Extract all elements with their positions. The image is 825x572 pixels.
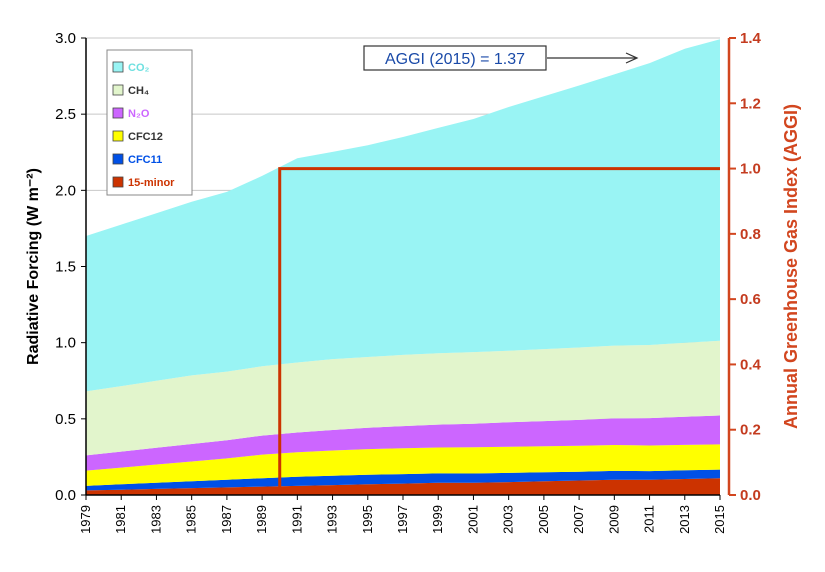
right-tick-label: 1.2 bbox=[740, 95, 761, 112]
right-tick-label: 0.4 bbox=[740, 356, 762, 373]
area-series-1 bbox=[86, 469, 720, 491]
y-axis-title: Radiative Forcing (W m⁻²) bbox=[25, 168, 42, 365]
area-series-3 bbox=[86, 415, 720, 471]
x-tick-label: 1993 bbox=[325, 505, 340, 534]
aggi-annotation-box bbox=[363, 45, 547, 71]
y2-axis-title: Annual Greenhouse Gas Index (AGGI) bbox=[781, 104, 801, 429]
legend-label-4: CFC11 bbox=[128, 154, 162, 166]
right-tick-label: 0.0 bbox=[740, 487, 761, 504]
x-tick-label: 2013 bbox=[677, 505, 692, 534]
legend-label-0: CO₂ bbox=[128, 62, 150, 74]
x-tick-label: 2009 bbox=[606, 505, 621, 534]
left-tick-label: 1.5 bbox=[55, 259, 76, 276]
aggi-step-line bbox=[278, 167, 720, 495]
x-tick-label: 1987 bbox=[219, 505, 234, 534]
x-tick-label: 2015 bbox=[712, 505, 727, 534]
x-tick-label: 1979 bbox=[78, 505, 93, 534]
legend-swatch bbox=[112, 130, 124, 142]
annotation-arrow-head bbox=[625, 52, 639, 64]
area-series-0 bbox=[86, 478, 720, 495]
x-tick-label: 2003 bbox=[501, 505, 516, 534]
x-tick-label: 1997 bbox=[395, 505, 410, 534]
right-tick-label: 0.2 bbox=[740, 422, 761, 439]
legend-label-2: N₂O bbox=[128, 108, 150, 120]
x-tick-label: 1981 bbox=[113, 505, 128, 534]
legend-swatch bbox=[112, 153, 124, 165]
x-tick-label: 2007 bbox=[571, 505, 586, 534]
aggi-annotation-text: AGGI (2015) = 1.37 bbox=[385, 51, 525, 68]
left-tick-label: 2.5 bbox=[55, 106, 76, 123]
left-tick-label: 2.0 bbox=[55, 182, 76, 199]
legend-label-5: 15-minor bbox=[128, 177, 175, 189]
right-tick-label: 1.4 bbox=[740, 30, 762, 47]
right-tick-label: 0.6 bbox=[740, 291, 761, 308]
left-tick-label: 0.5 bbox=[55, 411, 76, 428]
x-tick-label: 2005 bbox=[536, 505, 551, 534]
legend-label-3: CFC12 bbox=[128, 131, 163, 143]
x-tick-label: 1983 bbox=[148, 505, 163, 534]
area-series-2 bbox=[86, 444, 720, 486]
area-series-4 bbox=[86, 340, 720, 456]
left-tick-label: 3.0 bbox=[55, 30, 76, 47]
legend-swatch bbox=[112, 61, 124, 73]
legend-box bbox=[106, 49, 193, 196]
x-tick-label: 1999 bbox=[430, 505, 445, 534]
legend-label-1: CH₄ bbox=[128, 85, 149, 97]
right-tick-label: 0.8 bbox=[740, 226, 761, 243]
x-tick-label: 1995 bbox=[360, 505, 375, 534]
area-series-5 bbox=[86, 39, 720, 392]
legend-swatch bbox=[112, 176, 124, 188]
left-tick-label: 0.0 bbox=[55, 487, 76, 504]
right-tick-label: 1.0 bbox=[740, 161, 761, 178]
legend-swatch bbox=[112, 107, 124, 119]
x-tick-label: 1985 bbox=[184, 505, 199, 534]
x-tick-label: 1989 bbox=[254, 505, 269, 534]
left-tick-label: 1.0 bbox=[55, 335, 76, 352]
x-tick-label: 2001 bbox=[465, 505, 480, 534]
x-tick-label: 1991 bbox=[289, 505, 304, 534]
x-tick-label: 2011 bbox=[642, 505, 657, 533]
legend-swatch bbox=[112, 84, 124, 96]
